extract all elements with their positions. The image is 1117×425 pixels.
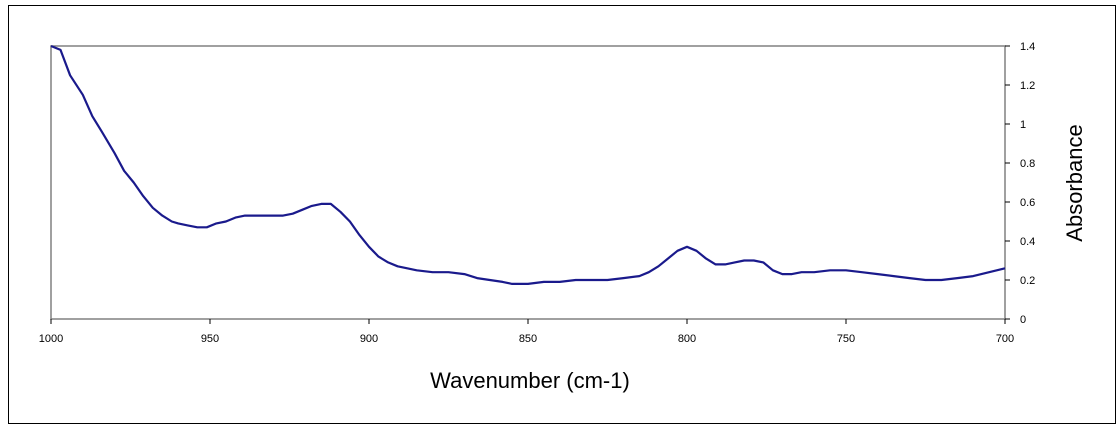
series-line <box>50 44 1006 285</box>
y-tick-label: 1 <box>1020 119 1026 131</box>
y-axis-title: Absorbance <box>1062 124 1087 241</box>
y-tick-label: 1.2 <box>1020 80 1035 92</box>
x-tick-label: 1000 <box>39 333 63 345</box>
y-axis: 0 0.2 0.4 0.6 0.8 1 1.2 1.4 <box>1005 41 1035 326</box>
x-tick-label: 850 <box>519 333 537 345</box>
y-tick-label: 0.8 <box>1020 158 1035 170</box>
x-axis-title: Wavenumber (cm-1) <box>430 368 630 393</box>
x-tick-label: 950 <box>201 333 219 345</box>
y-tick-label: 0 <box>1020 314 1026 326</box>
chart-frame <box>8 5 1116 424</box>
x-tick-label: 800 <box>678 333 696 345</box>
x-tick-label: 750 <box>837 333 855 345</box>
y-tick-label: 0.4 <box>1020 236 1035 248</box>
x-tick-label: 900 <box>360 333 378 345</box>
y-tick-label: 0.2 <box>1020 275 1035 287</box>
x-tick-label: 700 <box>996 333 1014 345</box>
plot-area-border <box>50 45 1006 320</box>
y-tick-label: 1.4 <box>1020 41 1035 53</box>
x-axis: 1000 950 900 850 800 750 700 <box>39 319 1014 345</box>
y-tick-label: 0.6 <box>1020 197 1035 209</box>
